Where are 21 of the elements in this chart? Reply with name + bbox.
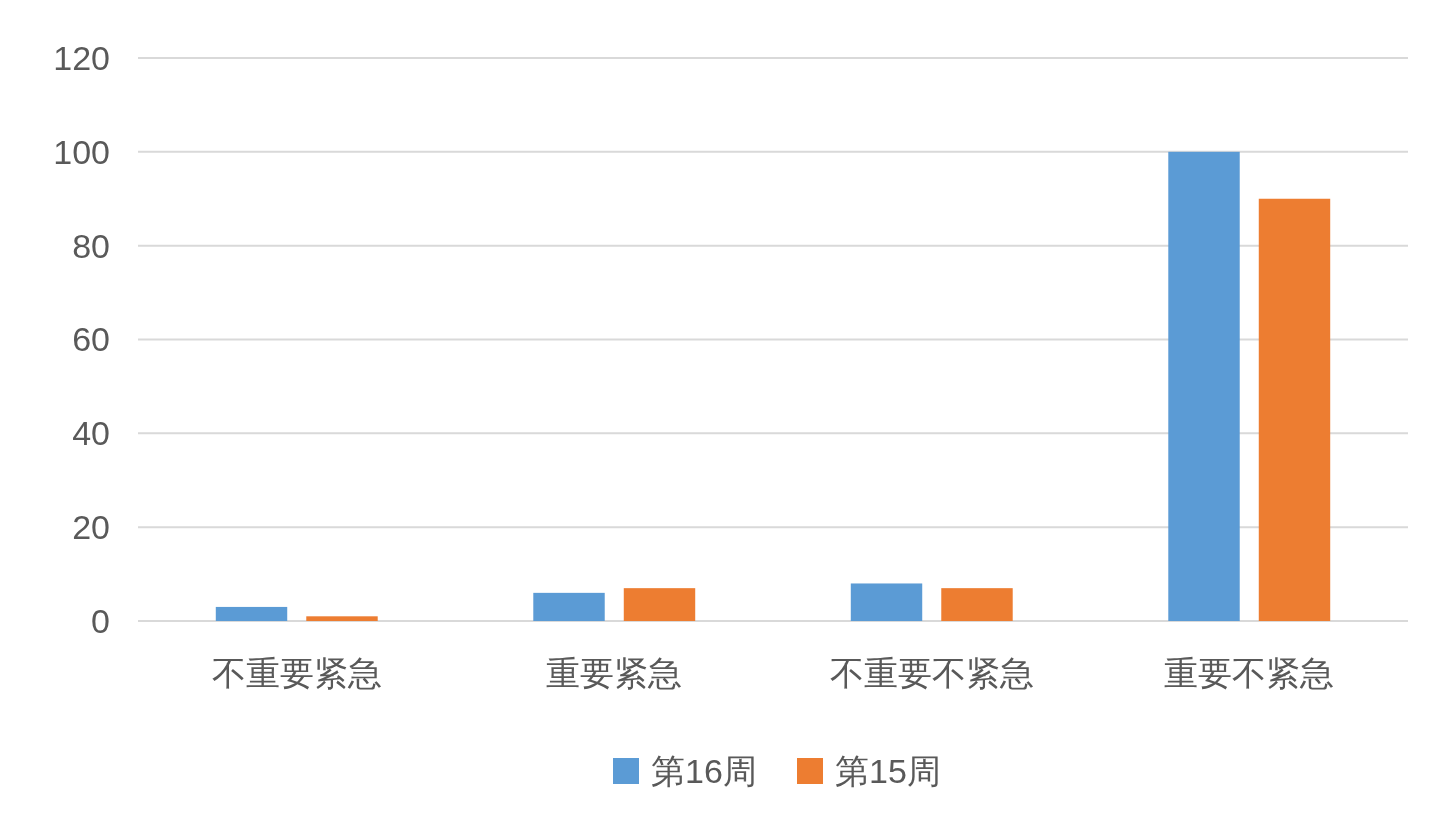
bar	[306, 616, 378, 621]
y-tick-label: 40	[72, 414, 110, 453]
x-tick-label: 不重要不紧急	[829, 654, 1034, 692]
bar	[215, 606, 288, 621]
y-tick-label: 120	[53, 38, 110, 77]
y-tick-label: 80	[72, 226, 110, 265]
y-tick-label: 0	[91, 601, 110, 640]
bar	[941, 588, 1013, 621]
bar	[850, 583, 923, 621]
x-tick-label: 不重要紧急	[211, 654, 382, 692]
bar	[1258, 198, 1331, 621]
y-tick-label: 100	[53, 132, 110, 171]
y-tick-label: 20	[72, 508, 110, 547]
x-tick-label: 重要不紧急	[1164, 654, 1335, 692]
y-tick-label: 60	[72, 320, 110, 359]
bar	[623, 588, 696, 621]
bar	[533, 592, 605, 621]
x-tick-label: 重要紧急	[546, 654, 683, 692]
legend-label: 第16周	[651, 751, 757, 790]
legend-label: 第15周	[835, 751, 941, 790]
bar	[1168, 151, 1240, 621]
